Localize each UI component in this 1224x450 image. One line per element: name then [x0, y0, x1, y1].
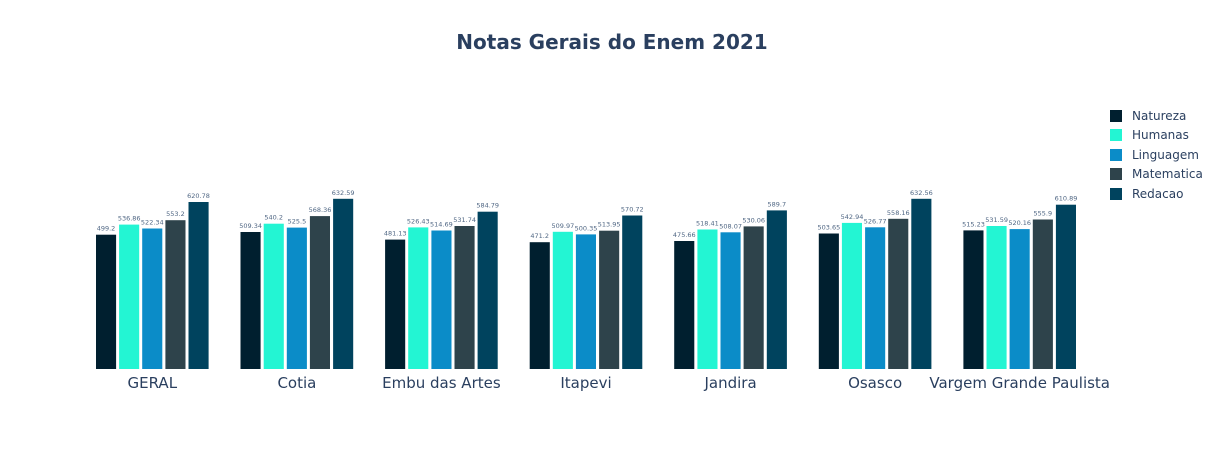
bar-linguagem-1[interactable] [286, 227, 307, 369]
data-label: 509.34 [239, 222, 262, 230]
bar-redacao-0[interactable] [188, 202, 209, 369]
x-tick-label: Embu das Artes [382, 374, 501, 392]
legend-swatch [1110, 109, 1122, 122]
data-label: 610.89 [1055, 195, 1078, 203]
data-label: 503.65 [818, 224, 841, 232]
data-label: 526.77 [864, 217, 887, 225]
data-label: 513.95 [598, 221, 621, 229]
data-label: 518.41 [696, 220, 719, 228]
legend-item-matematica[interactable]: Matematica [1110, 165, 1203, 185]
data-label: 520.16 [1008, 219, 1031, 227]
data-label: 553.2 [166, 210, 185, 218]
bar-matematica-6[interactable] [1032, 219, 1053, 370]
bar-natureza-6[interactable] [963, 230, 984, 369]
x-tick-label: Jandira [704, 374, 757, 392]
data-label: 531.74 [453, 216, 476, 224]
legend-item-redacao[interactable]: Redacao [1110, 184, 1203, 204]
legend-label: Linguagem [1132, 147, 1199, 162]
data-label: 509.97 [552, 222, 575, 230]
legend-label: Humanas [1132, 128, 1189, 143]
legend-item-natureza[interactable]: Natureza [1110, 106, 1203, 126]
bar-linguagem-5[interactable] [865, 227, 886, 369]
bar-humanas-6[interactable] [986, 226, 1007, 369]
bar-humanas-2[interactable] [408, 227, 429, 369]
data-label: 531.59 [985, 216, 1008, 224]
legend-label: Matematica [1132, 167, 1203, 182]
bar-redacao-4[interactable] [766, 210, 787, 369]
bar-redacao-2[interactable] [477, 211, 498, 369]
bar-linguagem-6[interactable] [1009, 229, 1030, 369]
data-label: 508.07 [719, 222, 742, 230]
data-label: 536.86 [118, 215, 141, 223]
x-tick-label: GERAL [128, 374, 178, 392]
bar-natureza-0[interactable] [96, 234, 117, 369]
data-label: 568.36 [309, 206, 332, 214]
bar-humanas-1[interactable] [263, 223, 284, 369]
bar-redacao-3[interactable] [622, 215, 643, 370]
data-label: 481.13 [384, 230, 407, 238]
legend-swatch [1110, 148, 1122, 161]
bar-matematica-5[interactable] [888, 218, 909, 369]
x-tick-label: Vargem Grande Paulista [929, 374, 1110, 392]
data-label: 515.23 [962, 220, 985, 228]
legend-label: Natureza [1132, 108, 1187, 123]
data-label: 525.5 [288, 218, 307, 226]
x-tick-label: Osasco [848, 374, 902, 392]
bar-natureza-3[interactable] [529, 242, 550, 369]
legend-label: Redacao [1132, 186, 1184, 201]
bar-linguagem-3[interactable] [575, 234, 596, 369]
legend-item-linguagem[interactable]: Linguagem [1110, 145, 1203, 165]
bar-redacao-6[interactable] [1055, 204, 1076, 369]
data-label: 514.69 [430, 221, 453, 229]
data-label: 555.9 [1033, 210, 1052, 218]
data-label: 540.2 [264, 214, 283, 222]
bar-matematica-4[interactable] [743, 226, 764, 369]
data-label: 570.72 [621, 206, 644, 214]
data-label: 589.7 [767, 200, 786, 208]
bar-humanas-4[interactable] [697, 229, 718, 370]
x-tick-label: Cotia [277, 374, 316, 392]
bar-natureza-2[interactable] [385, 239, 406, 369]
bar-linguagem-2[interactable] [431, 230, 452, 370]
legend-swatch [1110, 129, 1122, 142]
data-label: 558.16 [887, 209, 910, 217]
legend-swatch [1110, 187, 1122, 200]
chart-title: Notas Gerais do Enem 2021 [456, 30, 768, 54]
bar-natureza-1[interactable] [240, 232, 261, 369]
bar-natureza-4[interactable] [674, 241, 695, 369]
data-label: 475.66 [673, 231, 696, 239]
bar-redacao-5[interactable] [911, 198, 932, 369]
data-label: 526.43 [407, 217, 430, 225]
legend[interactable]: Natureza Humanas Linguagem Matematica Redaca… [1110, 106, 1203, 204]
bar-matematica-3[interactable] [599, 230, 620, 369]
bar-humanas-0[interactable] [119, 224, 140, 369]
legend-item-humanas[interactable]: Humanas [1110, 126, 1203, 146]
bar-redacao-1[interactable] [333, 198, 354, 369]
bar-linguagem-4[interactable] [720, 232, 741, 369]
bar-matematica-0[interactable] [165, 220, 186, 369]
bar-humanas-5[interactable] [841, 222, 862, 369]
data-label: 632.56 [910, 189, 933, 197]
data-label: 471.2 [530, 232, 549, 240]
data-label: 542.94 [841, 213, 864, 221]
data-label: 620.78 [187, 192, 210, 200]
data-label: 500.35 [575, 224, 598, 232]
bar-matematica-1[interactable] [309, 216, 330, 369]
legend-swatch [1110, 168, 1122, 181]
data-label: 632.59 [332, 189, 355, 197]
data-label: 522.34 [141, 219, 164, 227]
bar-natureza-5[interactable] [818, 233, 839, 370]
bar-humanas-3[interactable] [552, 231, 573, 369]
data-label: 584.79 [476, 202, 499, 210]
bar-matematica-2[interactable] [454, 226, 475, 369]
x-tick-label: Itapevi [560, 374, 611, 392]
bar-linguagem-0[interactable] [142, 228, 163, 370]
data-label: 499.2 [97, 225, 116, 233]
data-label: 530.06 [742, 216, 765, 224]
